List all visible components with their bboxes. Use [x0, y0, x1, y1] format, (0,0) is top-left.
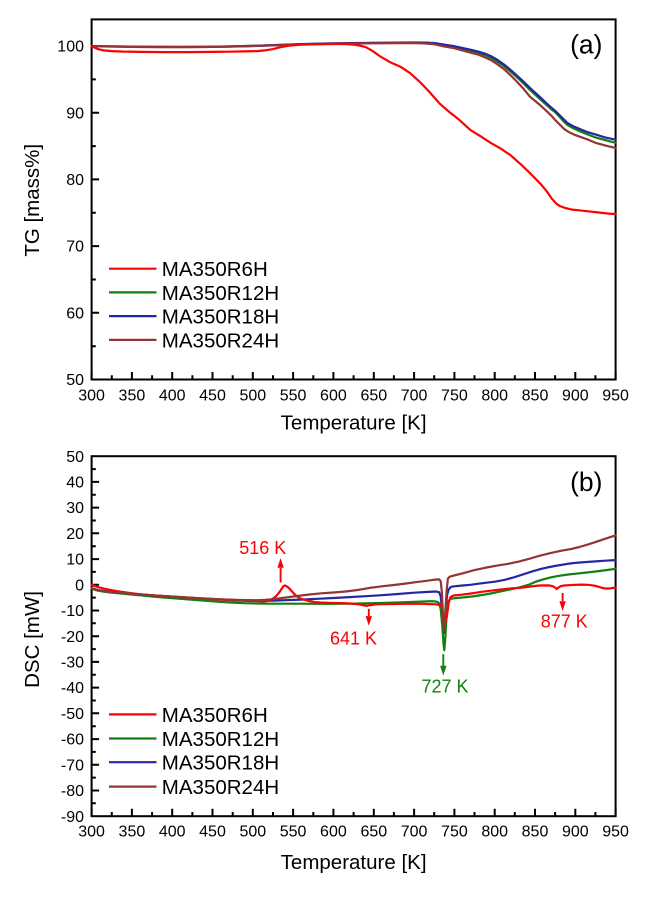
svg-text:350: 350	[119, 823, 146, 840]
svg-text:300: 300	[78, 387, 105, 404]
svg-text:400: 400	[159, 823, 186, 840]
svg-text:50: 50	[66, 449, 84, 466]
svg-text:90: 90	[66, 105, 84, 122]
svg-text:450: 450	[199, 823, 226, 840]
svg-text:-90: -90	[61, 809, 84, 826]
svg-text:10: 10	[66, 552, 84, 569]
svg-text:650: 650	[360, 823, 387, 840]
svg-text:700: 700	[401, 823, 428, 840]
svg-text:(a): (a)	[570, 29, 602, 59]
svg-text:70: 70	[66, 239, 84, 256]
svg-text:850: 850	[522, 823, 549, 840]
svg-text:950: 950	[602, 823, 629, 840]
svg-text:550: 550	[280, 823, 307, 840]
svg-text:750: 750	[441, 823, 468, 840]
svg-text:350: 350	[119, 387, 146, 404]
svg-text:500: 500	[239, 823, 266, 840]
svg-text:600: 600	[320, 823, 347, 840]
svg-text:20: 20	[66, 526, 84, 543]
svg-text:-70: -70	[61, 757, 84, 774]
svg-text:MA350R6H: MA350R6H	[162, 704, 268, 727]
svg-text:727 K: 727 K	[421, 677, 468, 697]
svg-text:800: 800	[481, 387, 508, 404]
svg-text:-60: -60	[61, 732, 84, 749]
svg-text:877 K: 877 K	[541, 612, 588, 632]
svg-text:800: 800	[481, 823, 508, 840]
svg-text:-80: -80	[61, 783, 84, 800]
svg-text:-40: -40	[61, 680, 84, 697]
svg-text:-20: -20	[61, 629, 84, 646]
svg-text:500: 500	[239, 387, 266, 404]
svg-text:600: 600	[320, 387, 347, 404]
svg-text:MA350R18H: MA350R18H	[162, 752, 279, 775]
svg-text:MA350R12H: MA350R12H	[162, 728, 279, 751]
svg-text:516 K: 516 K	[239, 538, 286, 558]
svg-text:30: 30	[66, 500, 84, 517]
svg-text:450: 450	[199, 387, 226, 404]
svg-text:MA350R6H: MA350R6H	[162, 258, 268, 281]
svg-text:300: 300	[78, 823, 105, 840]
svg-text:400: 400	[159, 387, 186, 404]
svg-text:850: 850	[522, 387, 549, 404]
svg-text:-50: -50	[61, 706, 84, 723]
svg-text:MA350R24H: MA350R24H	[162, 329, 279, 352]
svg-text:641 K: 641 K	[330, 628, 377, 648]
svg-text:(b): (b)	[570, 467, 602, 497]
svg-text:MA350R24H: MA350R24H	[162, 776, 279, 799]
svg-text:TG [mass%]: TG [mass%]	[21, 144, 44, 257]
svg-text:950: 950	[602, 387, 629, 404]
svg-text:100: 100	[57, 39, 84, 56]
svg-text:700: 700	[401, 387, 428, 404]
svg-text:750: 750	[441, 387, 468, 404]
svg-text:40: 40	[66, 475, 84, 492]
svg-text:650: 650	[360, 387, 387, 404]
svg-text:Temperature [K]: Temperature [K]	[281, 851, 427, 874]
svg-text:-30: -30	[61, 655, 84, 672]
svg-text:DSC [mW]: DSC [mW]	[21, 591, 44, 688]
svg-text:MA350R18H: MA350R18H	[162, 306, 279, 329]
svg-text:MA350R12H: MA350R12H	[162, 282, 279, 305]
svg-text:900: 900	[562, 823, 589, 840]
svg-text:60: 60	[66, 305, 84, 322]
svg-text:Temperature [K]: Temperature [K]	[281, 412, 427, 435]
svg-text:550: 550	[280, 387, 307, 404]
svg-text:-10: -10	[61, 603, 84, 620]
svg-text:900: 900	[562, 387, 589, 404]
svg-text:80: 80	[66, 172, 84, 189]
svg-text:50: 50	[66, 372, 84, 389]
svg-text:0: 0	[75, 577, 84, 594]
